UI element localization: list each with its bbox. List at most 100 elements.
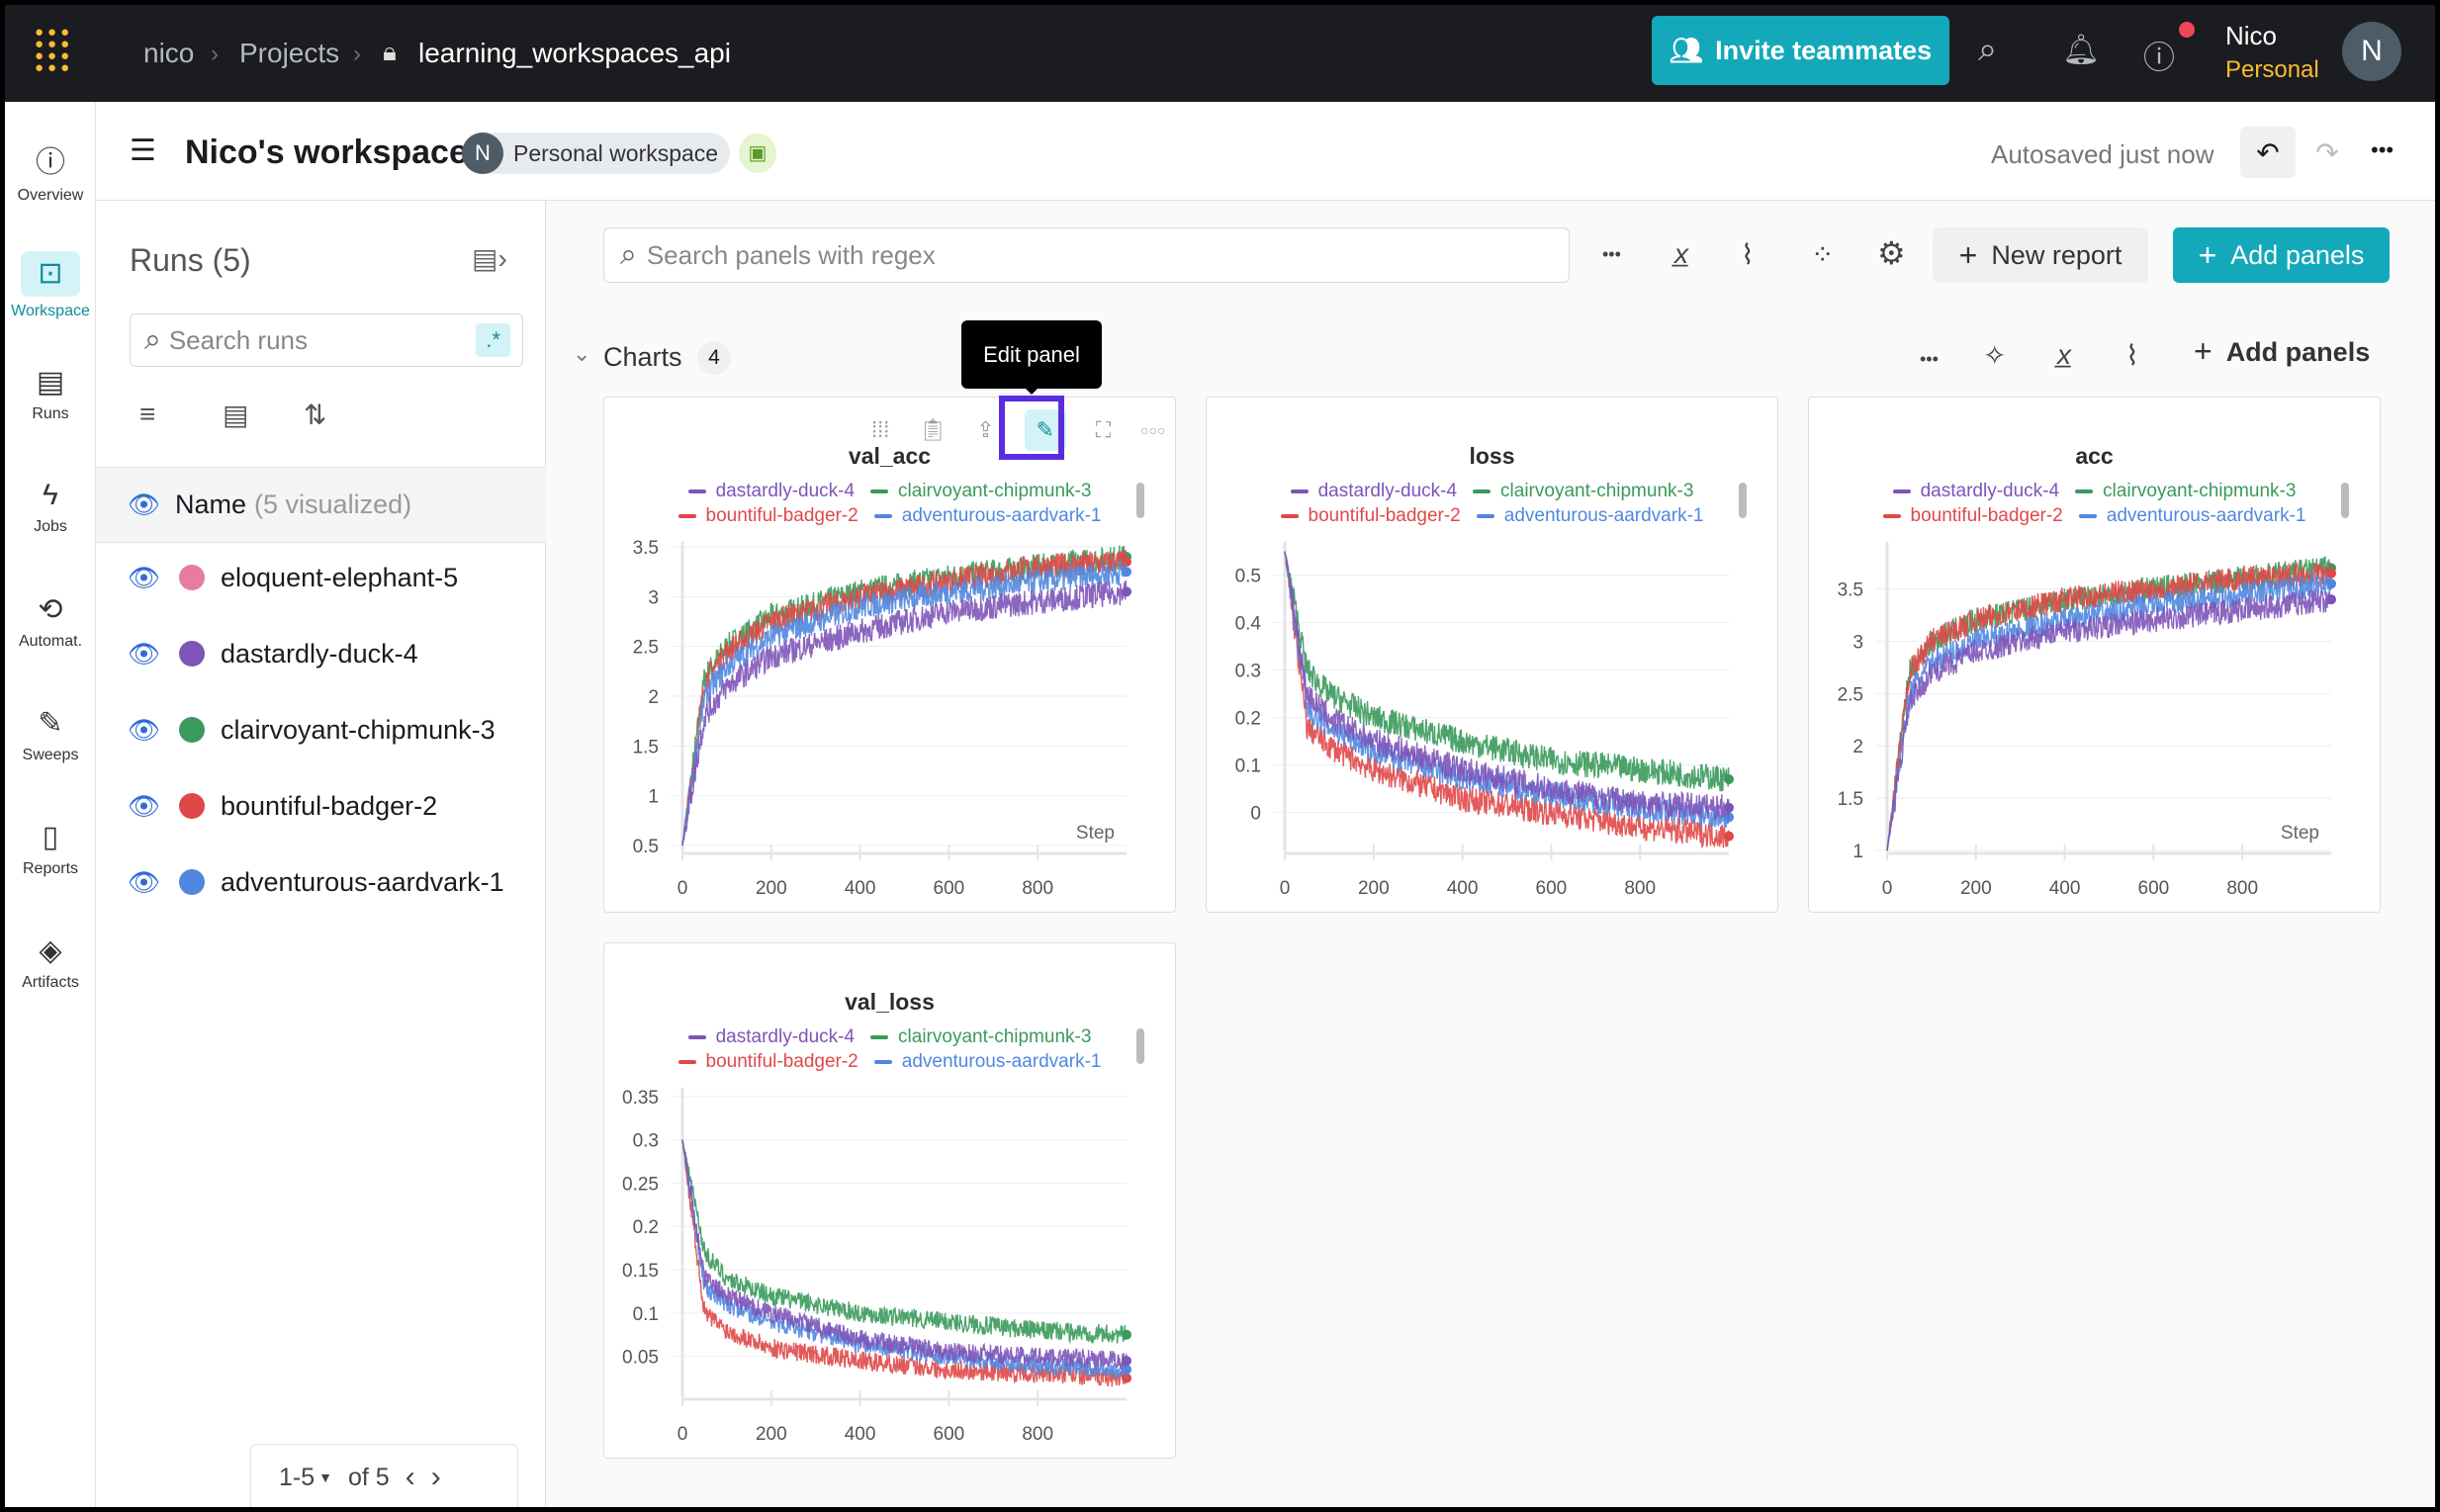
eye-icon[interactable]: 👁︎ [128,714,161,745]
run-row[interactable]: 👁︎ adventurous-aardvark-1 [96,847,546,917]
next-page-button[interactable]: › [430,1461,441,1493]
nav-item-workspace[interactable]: ⊡ Workspace [5,251,96,320]
run-color-dot[interactable] [179,641,205,667]
eye-icon[interactable]: 👁︎ [128,790,161,821]
eye-icon[interactable]: 👁︎ [128,562,161,592]
undo-button[interactable]: ↶ [2240,127,2296,178]
run-row[interactable]: 👁︎ bountiful-badger-2 [96,771,546,841]
run-color-dot[interactable] [179,869,205,895]
saved-view-icon[interactable]: ▣ [739,133,776,173]
section-add-panels-button[interactable]: + Add panels [2194,333,2371,369]
page-range-select[interactable]: 1-5 [279,1463,316,1491]
legend-item[interactable]: adventurous-aardvark-1 [873,1051,1101,1072]
chart-plot[interactable]: 0.05 0.1 0.15 0.2 0.25 0.3 0.35 0 200 400 600 800 [604,943,1177,1460]
user-name[interactable]: Nico [2225,21,2278,50]
legend-item[interactable]: adventurous-aardvark-1 [873,505,1101,526]
chart-plot[interactable]: 0 0.1 0.2 0.3 0.4 0.5 0 200 400 600 800 [1207,398,1779,914]
legend-scrollbar[interactable] [1136,1028,1144,1064]
more-icon[interactable]: ••• [1602,244,1621,264]
legend-item[interactable]: bountiful-badger-2 [678,505,859,526]
search-panels-input[interactable]: ⌕ Search panels with regex [603,227,1570,283]
legend-item[interactable]: clairvoyant-chipmunk-3 [1473,481,1693,501]
fullscreen-icon[interactable]: ⛶ [1095,417,1112,442]
breadcrumb-project[interactable]: learning_workspaces_api [418,38,731,68]
run-row[interactable]: 👁︎ clairvoyant-chipmunk-3 [96,695,546,764]
section-title[interactable]: Charts [603,342,682,372]
table-view-icon[interactable]: ▤› [472,243,507,274]
new-report-button[interactable]: + New report [1933,227,2148,283]
run-name[interactable]: dastardly-duck-4 [221,638,418,668]
gear-icon[interactable]: ⚙ [1877,235,1906,271]
clipboard-icon[interactable]: 📋︎ [919,417,948,442]
more-icon[interactable]: ••• [1920,349,1939,369]
legend-item[interactable]: dastardly-duck-4 [1892,481,2059,501]
nav-item-jobs[interactable]: ϟ Jobs [5,479,96,536]
bell-icon[interactable]: 🔔︎ [2062,34,2101,66]
run-name[interactable]: eloquent-elephant-5 [221,562,459,592]
regex-toggle[interactable]: .* [476,323,510,357]
run-color-dot[interactable] [179,793,205,819]
x-axis-icon[interactable]: x̲ [1674,238,1688,269]
chart-plot[interactable]: 0.5 1 1.5 2 2.5 3 3.5 0 200 400 600 800 Step [604,398,1177,914]
legend-item[interactable]: dastardly-duck-4 [687,481,855,501]
chart-plot[interactable]: 1 1.5 2 2.5 3 3.5 0 200 400 600 800 Step [1809,398,2382,914]
wandb-logo[interactable]: ●●● ●●● ●●● ●●● [35,24,74,76]
redo-button[interactable]: ↷ [2315,136,2339,168]
avatar[interactable]: N [2342,22,2401,81]
legend-item[interactable]: adventurous-aardvark-1 [1476,505,1703,526]
legend-item[interactable]: bountiful-badger-2 [678,1051,859,1072]
prev-page-button[interactable]: ‹ [405,1461,415,1493]
run-name[interactable]: clairvoyant-chipmunk-3 [221,714,496,745]
invite-teammates-button[interactable]: 👥︎ Invite teammates [1652,16,1949,85]
nav-item-automat[interactable]: ⟲ Automat. [5,592,96,651]
chart-panel-loss[interactable]: ⁞⁞⁞📋︎⇪ ✎ ⛶○○○ loss dastardly-duck-4clair… [1206,397,1778,913]
more-icon[interactable]: ••• [2371,137,2395,162]
legend-item[interactable]: adventurous-aardvark-1 [2078,505,2305,526]
eye-icon[interactable]: 👁︎ [128,489,161,519]
legend-scrollbar[interactable] [1136,483,1144,518]
pin-icon[interactable]: ✧ [1983,340,2007,371]
group-icon[interactable]: ▤ [223,400,249,430]
more-icon[interactable]: ○○○ [1140,422,1166,438]
run-name[interactable]: bountiful-badger-2 [221,790,438,821]
nav-item-overview[interactable]: ⓘ Overview [5,137,96,205]
smoothing-icon[interactable]: ⌇ [1741,239,1755,270]
nav-item-artifacts[interactable]: ◈ Artifacts [5,934,96,992]
legend-scrollbar[interactable] [1739,483,1747,518]
chevron-down-icon[interactable]: ⌄ [573,341,591,366]
sort-icon[interactable]: ⇅ [304,400,327,430]
filter-icon[interactable]: ≡ [139,399,156,429]
outliers-icon[interactable]: ⁘ [1811,239,1835,270]
x-axis-icon[interactable]: x̲ [2057,339,2071,370]
drag-handle-icon[interactable]: ⁞⁞⁞ [871,417,890,442]
nav-item-sweeps[interactable]: ✎ Sweeps [5,706,96,764]
help-icon[interactable]: ⓘ [2143,40,2176,75]
share-icon[interactable]: ⇪ [976,417,995,442]
chart-panel-val_loss[interactable]: ⁞⁞⁞📋︎⇪ ✎ ⛶○○○ val_loss dastardly-duck-4c… [603,942,1176,1459]
legend-item[interactable]: bountiful-badger-2 [1882,505,2063,526]
legend-item[interactable]: dastardly-duck-4 [1290,481,1457,501]
add-panels-button[interactable]: + Add panels [2173,227,2390,283]
legend-item[interactable]: clairvoyant-chipmunk-3 [870,481,1091,501]
legend-item[interactable]: dastardly-duck-4 [687,1026,855,1047]
breadcrumb-user[interactable]: nico [143,38,195,68]
run-color-dot[interactable] [179,717,205,743]
search-icon[interactable]: ⌕ [1978,31,1998,68]
eye-icon[interactable]: 👁︎ [128,866,161,897]
search-runs-input[interactable]: ⌕ Search runs .* [130,313,523,367]
legend-item[interactable]: bountiful-badger-2 [1280,505,1461,526]
run-row[interactable]: 👁︎ eloquent-elephant-5 [96,543,546,612]
run-row[interactable]: 👁︎ dastardly-duck-4 [96,619,546,688]
breadcrumb-projects[interactable]: Projects [239,38,340,68]
legend-item[interactable]: clairvoyant-chipmunk-3 [2075,481,2296,501]
chart-panel-val_acc[interactable]: ⁞⁞⁞ 📋︎ ⇪ ✎ ⛶ ○○○ val_acc dastardly-duck-4 cl… [603,397,1176,913]
chart-panel-acc[interactable]: ⁞⁞⁞📋︎⇪ ✎ ⛶○○○ acc dastardly-duck-4clairv… [1808,397,2381,913]
run-name[interactable]: adventurous-aardvark-1 [221,866,504,897]
run-color-dot[interactable] [179,565,205,590]
legend-item[interactable]: clairvoyant-chipmunk-3 [870,1026,1091,1047]
nav-item-runs[interactable]: ▤ Runs [5,365,96,423]
menu-icon[interactable]: ☰ [130,134,156,167]
smoothing-icon[interactable]: ⌇ [2125,340,2139,371]
eye-icon[interactable]: 👁︎ [128,638,161,668]
workspace-badge[interactable]: N Personal workspace [462,133,731,174]
